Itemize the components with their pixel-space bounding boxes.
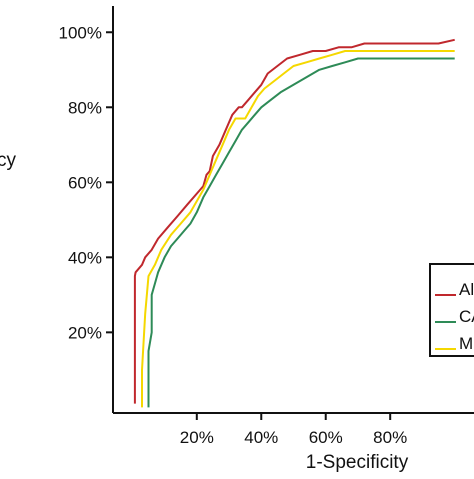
series-lines (133, 38, 455, 408)
legend-label: Al (459, 280, 474, 299)
legend: Al CA M (429, 263, 474, 357)
series-line-m (141, 50, 455, 408)
y-tick-label: 20% (68, 323, 102, 342)
tick-labels: 20% 40% 60% 80% 100% 20% 40% 60% 80% (59, 23, 408, 447)
y-tick-label: 100% (59, 23, 102, 42)
x-tick-label: 60% (309, 428, 343, 447)
legend-box (429, 263, 474, 357)
x-axis-title: 1-Specificity (306, 452, 409, 473)
tick-marks (106, 31, 392, 420)
legend-label: M (459, 334, 473, 353)
axes (112, 6, 474, 414)
x-tick-label: 20% (180, 428, 214, 447)
series-line-ca (147, 57, 455, 408)
y-tick-label: 40% (68, 248, 102, 267)
x-tick-label: 80% (373, 428, 407, 447)
y-axis-title: cy (0, 150, 17, 171)
series-line-al (133, 38, 455, 404)
x-tick-label: 40% (244, 428, 278, 447)
y-tick-label: 80% (68, 98, 102, 117)
legend-label: CA (459, 307, 474, 326)
legend-entries: Al CA M (435, 280, 474, 353)
y-tick-label: 60% (68, 173, 102, 192)
